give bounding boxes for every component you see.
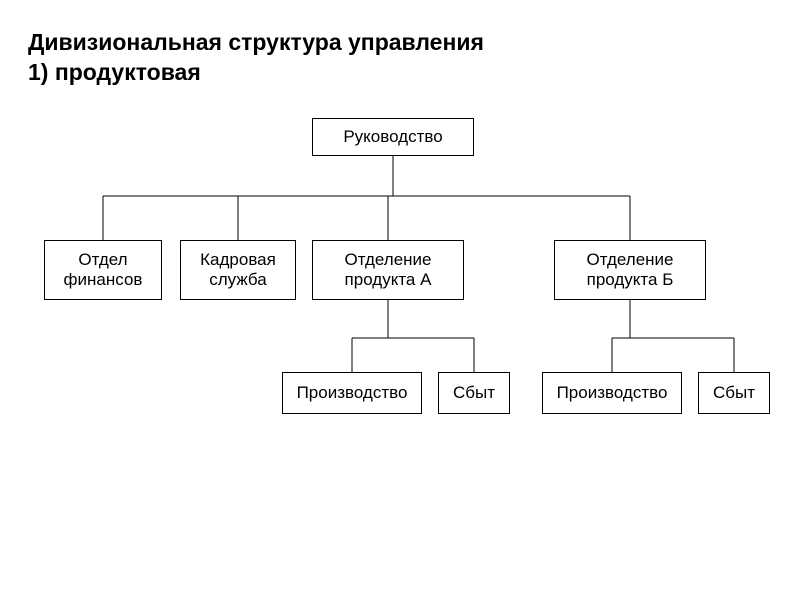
- node-prod-b: Отделение продукта Б: [554, 240, 706, 300]
- node-a-sales: Сбыт: [438, 372, 510, 414]
- node-root: Руководство: [312, 118, 474, 156]
- connector-lines: [0, 0, 800, 600]
- node-a-manuf: Производство: [282, 372, 422, 414]
- node-b-manuf: Производство: [542, 372, 682, 414]
- node-prod-a: Отделение продукта А: [312, 240, 464, 300]
- node-b-sales: Сбыт: [698, 372, 770, 414]
- node-finance: Отдел финансов: [44, 240, 162, 300]
- node-hr: Кадровая служба: [180, 240, 296, 300]
